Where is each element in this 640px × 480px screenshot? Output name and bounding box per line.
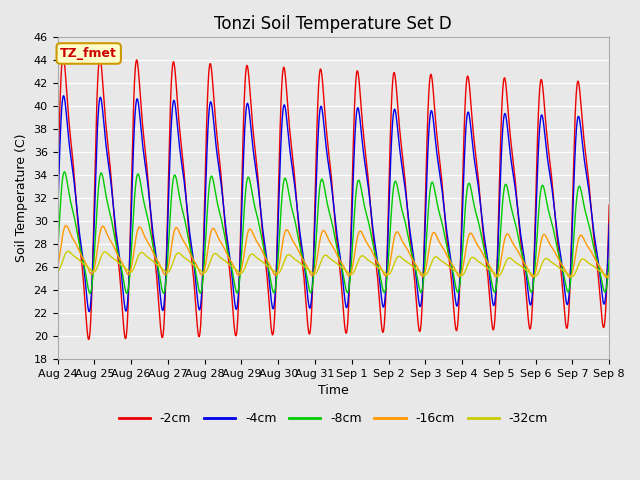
X-axis label: Time: Time bbox=[318, 384, 349, 397]
Y-axis label: Soil Temperature (C): Soil Temperature (C) bbox=[15, 134, 28, 263]
Title: Tonzi Soil Temperature Set D: Tonzi Soil Temperature Set D bbox=[214, 15, 452, 33]
Legend: -2cm, -4cm, -8cm, -16cm, -32cm: -2cm, -4cm, -8cm, -16cm, -32cm bbox=[113, 407, 553, 430]
Text: TZ_fmet: TZ_fmet bbox=[60, 47, 117, 60]
